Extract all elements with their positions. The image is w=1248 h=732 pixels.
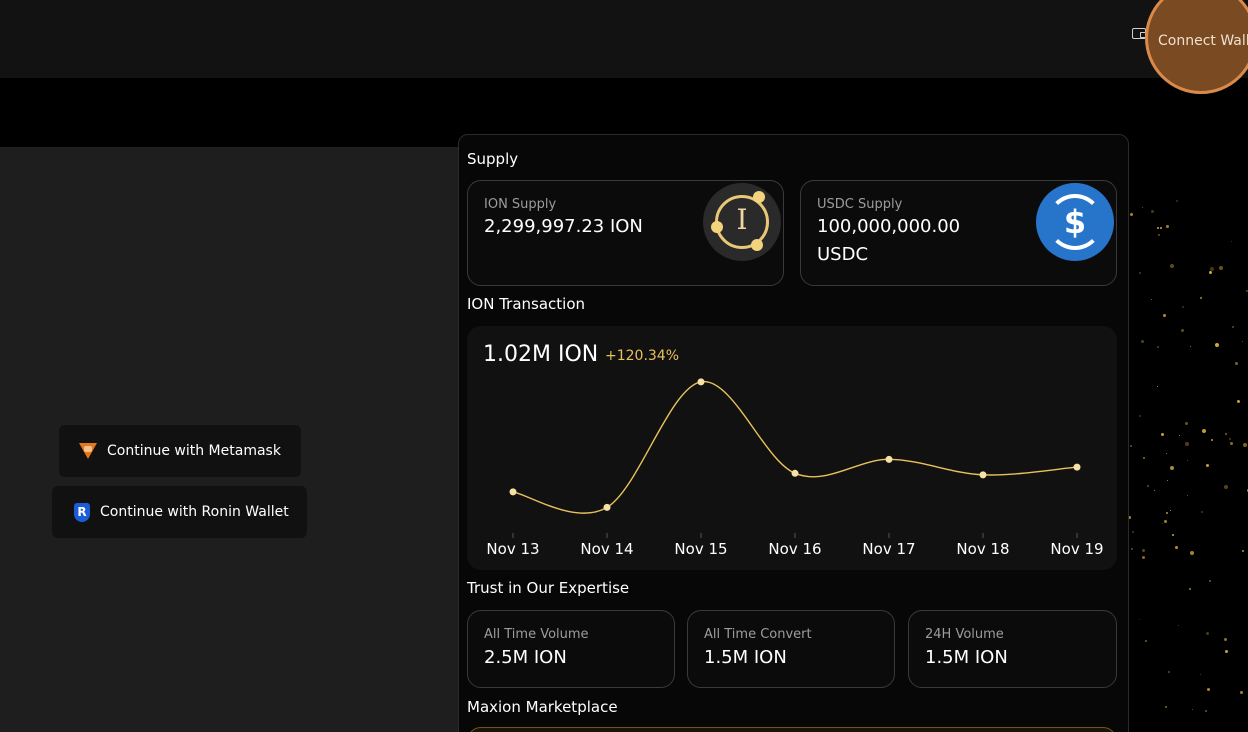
background-sparkles <box>1100 200 1248 732</box>
stat-label: All Time Convert <box>704 627 812 642</box>
data-point-0[interactable] <box>509 488 517 496</box>
ion-transaction-chart: 1.02M ION +120.34% Nov 13 Nov 14 Nov 15 Nov… <box>467 326 1117 570</box>
wallet-icon <box>1132 28 1146 39</box>
series-line <box>512 381 1078 514</box>
continue-ronin-button[interactable]: R Continue with Ronin Wallet <box>52 486 307 538</box>
ion-supply-value: 2,299,997.23 ION <box>484 216 643 237</box>
data-point-4[interactable] <box>885 455 893 463</box>
x-tick-label-2: Nov 15 <box>674 540 727 558</box>
stat-card-24h-volume: 24H Volume 1.5M ION <box>908 610 1117 688</box>
dashboard-panel: Supply ION Supply 2,299,997.23 ION I USD… <box>458 134 1129 732</box>
data-point-1[interactable] <box>603 503 611 511</box>
x-tick-label-3: Nov 16 <box>768 540 821 558</box>
transaction-change: +120.34% <box>605 348 680 364</box>
stat-label: All Time Volume <box>484 627 589 642</box>
stat-value: 1.5M ION <box>704 647 787 668</box>
stat-card-all-time-convert: All Time Convert 1.5M ION <box>687 610 895 688</box>
data-point-2[interactable] <box>697 378 705 386</box>
stat-value: 2.5M ION <box>484 647 567 668</box>
data-point-6[interactable] <box>1073 463 1081 471</box>
stat-card-all-time-volume: All Time Volume 2.5M ION <box>467 610 675 688</box>
ion-transaction-title: ION Transaction <box>467 295 586 313</box>
usdc-token-icon: $ <box>1036 183 1114 261</box>
connect-wallet-button[interactable]: Connect Wallet <box>1145 0 1248 94</box>
marketplace-card[interactable] <box>467 727 1117 732</box>
stat-value: 1.5M ION <box>925 647 1008 668</box>
expertise-title: Trust in Our Expertise <box>467 579 630 597</box>
line-chart: Nov 13 Nov 14 Nov 15 Nov 16 Nov 17 Nov 18 Nov … <box>486 378 1104 558</box>
ion-supply-card: ION Supply 2,299,997.23 ION I <box>467 180 784 286</box>
metamask-fox-icon <box>79 443 97 459</box>
x-tick-label-4: Nov 17 <box>862 540 915 558</box>
x-tick-label-5: Nov 18 <box>956 540 1009 558</box>
ion-token-icon: I <box>703 183 781 261</box>
x-tick-label-1: Nov 14 <box>580 540 633 558</box>
ronin-label: Continue with Ronin Wallet <box>100 504 289 520</box>
usdc-supply-value: 100,000,000.00 USDC <box>817 216 961 265</box>
metamask-label: Continue with Metamask <box>107 443 281 459</box>
ion-supply-label: ION Supply <box>484 197 557 212</box>
usdc-supply-card: USDC Supply 100,000,000.00 USDC $ <box>800 180 1117 286</box>
ronin-shield-icon: R <box>74 502 90 522</box>
transaction-total: 1.02M ION <box>483 342 599 367</box>
data-point-5[interactable] <box>979 471 987 479</box>
usdc-supply-label: USDC Supply <box>817 197 903 212</box>
login-panel: Continue with Metamask R Continue with R… <box>0 147 458 732</box>
x-tick-label-0: Nov 13 <box>486 540 539 558</box>
data-point-3[interactable] <box>791 469 799 477</box>
x-tick-label-6: Nov 19 <box>1050 540 1103 558</box>
top-bar: Connect Wallet <box>0 0 1248 94</box>
marketplace-title: Maxion Marketplace <box>467 698 618 716</box>
supply-title: Supply <box>467 150 519 168</box>
continue-metamask-button[interactable]: Continue with Metamask <box>59 425 301 477</box>
stat-label: 24H Volume <box>925 627 1004 642</box>
